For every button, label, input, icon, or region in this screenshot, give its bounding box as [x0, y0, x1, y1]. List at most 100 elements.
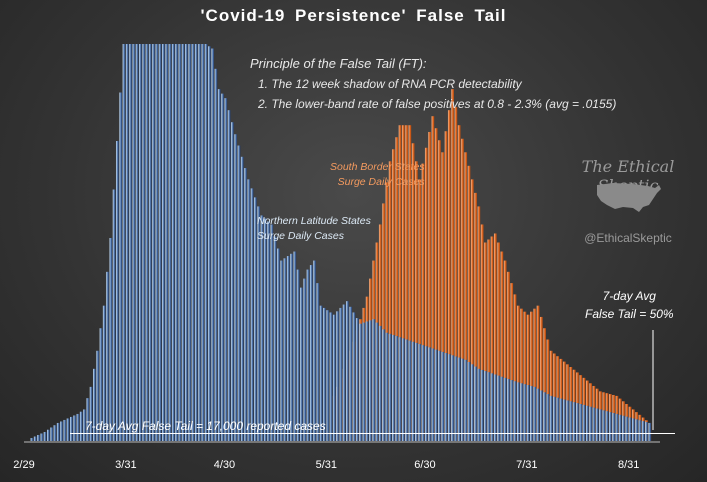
south-bar: [539, 316, 543, 441]
north-label-line-2: Surge Daily Cases: [257, 230, 344, 242]
north-bar: [477, 368, 481, 441]
north-bar: [507, 378, 510, 441]
north-bar: [142, 44, 145, 441]
north-bar: [280, 260, 284, 441]
south-bar: [536, 305, 540, 441]
north-bar: [526, 385, 530, 441]
north-bar: [474, 366, 477, 441]
north-bar: [185, 44, 188, 441]
north-bar: [628, 417, 632, 441]
north-bar: [165, 44, 169, 441]
north-bar: [47, 429, 50, 441]
south-bar: [401, 125, 405, 442]
south-bar: [421, 163, 425, 441]
x-tick-label: 3/31: [115, 459, 137, 471]
north-bar: [346, 301, 349, 441]
principle-box: Principle of the False Tail (FT): 1. The…: [250, 56, 616, 111]
north-bar: [536, 388, 540, 441]
north-bar: [615, 413, 619, 441]
north-bar: [618, 414, 622, 441]
north-bar: [559, 398, 563, 441]
north-bar: [454, 356, 458, 441]
north-bar: [421, 345, 425, 441]
north-bar: [582, 404, 586, 441]
south-bar: [516, 305, 520, 441]
north-bar: [175, 44, 178, 441]
north-bar: [500, 376, 504, 441]
north-bar: [428, 347, 431, 441]
north-bar: [273, 236, 277, 441]
south-bar: [533, 308, 537, 441]
north-bar: [336, 311, 339, 441]
north-bar: [119, 92, 122, 441]
north-bar: [224, 98, 228, 442]
north-bar: [300, 287, 303, 441]
north-bar: [490, 373, 494, 441]
north-bar: [546, 394, 550, 441]
north-bar: [553, 396, 556, 441]
north-bar: [181, 44, 185, 441]
north-bar: [250, 188, 254, 441]
north-bar: [451, 355, 454, 441]
north-bar: [375, 322, 379, 441]
north-bar: [638, 420, 642, 441]
south-bar: [398, 125, 402, 442]
north-bar: [592, 407, 596, 441]
principle-item-2: 2. The lower-band rate of false positive…: [258, 97, 617, 111]
north-bar: [201, 44, 205, 441]
north-bar: [464, 359, 468, 441]
north-bar: [382, 329, 385, 441]
north-bar: [208, 46, 211, 442]
north-bar: [267, 221, 270, 441]
baseline-annotation: 7-day Avg False Tail = 17,000 reported c…: [85, 419, 326, 433]
south-bar: [395, 137, 399, 441]
north-bar: [309, 265, 313, 441]
north-bar: [43, 431, 47, 441]
south-bar: [464, 152, 468, 442]
principle-item-1: 1. The 12 week shadow of RNA PCR detecta…: [258, 77, 522, 91]
south-label-line-1: South Border States: [330, 161, 425, 173]
south-bar: [474, 192, 477, 441]
north-bar: [523, 384, 527, 441]
north-bar: [240, 156, 244, 441]
north-bar: [447, 354, 451, 441]
south-bar: [520, 308, 523, 441]
south-bar: [493, 233, 497, 441]
south-bar: [484, 242, 487, 441]
south-bar: [500, 251, 504, 441]
north-bar: [135, 44, 139, 441]
north-bar: [645, 422, 648, 441]
north-bar: [424, 346, 428, 441]
north-bar: [33, 436, 37, 441]
north-bar: [562, 399, 566, 441]
north-bar: [589, 406, 592, 441]
north-bar: [329, 312, 333, 441]
north-bar: [60, 421, 63, 441]
brand-handle: @EthicalSkeptic: [584, 231, 672, 245]
north-bar: [605, 411, 609, 441]
north-series-label: Northern Latitude States Surge Daily Cas…: [257, 214, 371, 244]
south-bar: [444, 131, 448, 441]
north-bar: [543, 392, 546, 441]
north-bar: [625, 416, 629, 441]
south-bar: [487, 239, 491, 441]
south-bar: [418, 179, 422, 441]
north-bar: [533, 386, 537, 441]
north-bar: [306, 269, 310, 441]
x-tick-label: 8/31: [617, 459, 640, 471]
north-bar: [83, 409, 86, 441]
north-bar: [415, 342, 418, 441]
north-bar: [349, 306, 353, 441]
north-bar: [122, 44, 126, 441]
north-bar: [480, 369, 484, 441]
south-bar: [405, 125, 408, 442]
south-bar: [477, 206, 481, 441]
north-bar: [191, 44, 195, 441]
north-bar: [365, 321, 369, 441]
south-bar: [424, 147, 428, 442]
north-bar: [247, 179, 251, 441]
north-bar: [323, 307, 326, 441]
north-bar: [221, 93, 224, 441]
north-bar: [470, 364, 474, 441]
